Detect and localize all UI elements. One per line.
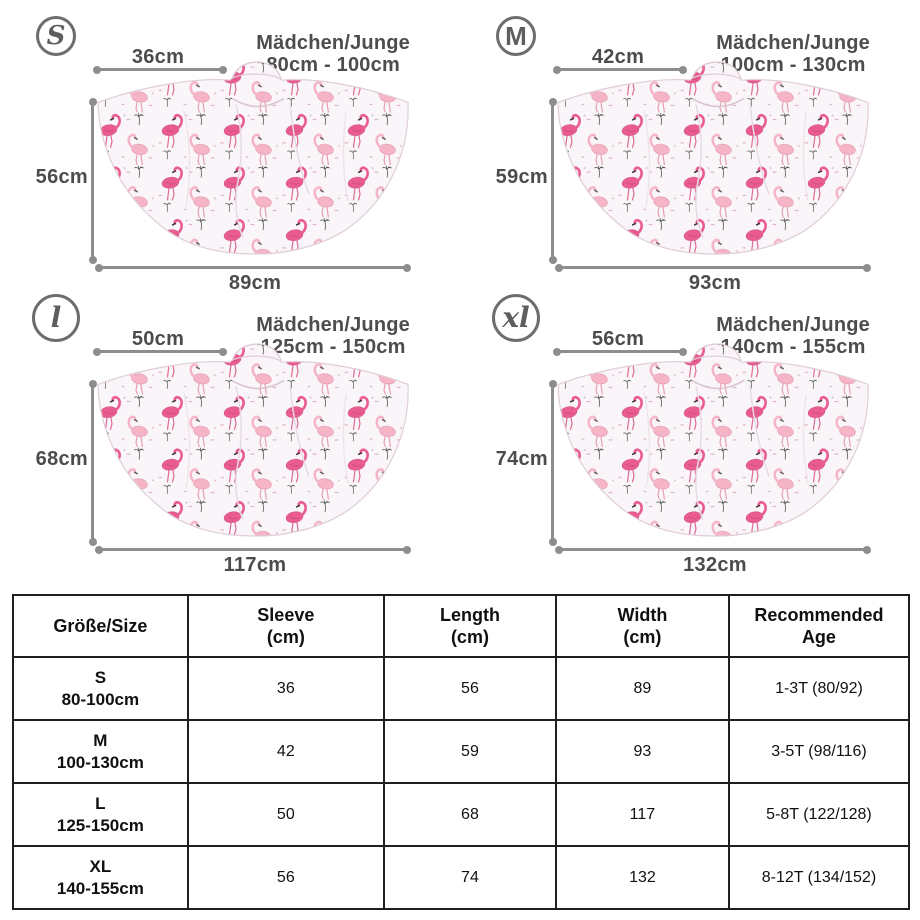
width-dimension-line — [555, 545, 871, 554]
table-row: XL 140-155cm 56 74 132 8-12T (134/152) — [12, 845, 911, 910]
gender-size-label: Mädchen/Junge 80cm - 100cm — [256, 32, 410, 76]
width-dimension-line — [555, 263, 871, 272]
cell-width: 117 — [554, 782, 730, 847]
sleeve-dimension-line — [93, 65, 227, 74]
length-dimension-line — [88, 98, 97, 264]
sleeve-dimension-line — [553, 347, 687, 356]
poncho-illustration — [97, 343, 409, 537]
cell-age: 8-12T (134/152) — [727, 845, 911, 910]
gender-label: Mädchen/Junge — [256, 314, 410, 336]
col-header-width: Width (cm) — [554, 594, 730, 658]
height-range-label: 125cm - 150cm — [260, 336, 406, 358]
col-header-length: Length (cm) — [382, 594, 557, 658]
col-header-age: Recommended Age — [727, 594, 911, 658]
length-dimension-line — [548, 98, 557, 264]
sleeve-measurement-label: 50cm — [131, 328, 185, 350]
cell-sleeve: 50 — [186, 782, 385, 847]
width-measurement-label: 89cm — [228, 272, 282, 294]
width-measurement-label: 132cm — [683, 554, 747, 576]
size-badge-s: S — [36, 16, 76, 56]
width-dimension-line — [95, 545, 411, 554]
cell-sleeve: 36 — [186, 656, 385, 721]
poncho-illustration — [557, 343, 869, 537]
sleeve-measurement-label: 36cm — [131, 46, 185, 68]
width-measurement-label: 117cm — [223, 554, 287, 576]
cell-length: 56 — [382, 656, 557, 721]
sleeve-dimension-line — [553, 65, 687, 74]
cell-length: 74 — [382, 845, 557, 910]
size-badge-xl: xl — [492, 294, 540, 342]
gender-size-label: Mädchen/Junge 140cm - 155cm — [716, 314, 870, 358]
cell-width: 93 — [554, 719, 730, 784]
cell-width: 89 — [554, 656, 730, 721]
width-dimension-line — [95, 263, 411, 272]
table-header-row: Größe/Size Sleeve (cm) Length (cm) Width (c… — [12, 594, 911, 658]
table-row: L 125-150cm 50 68 117 5-8T (122/128) — [12, 782, 911, 847]
cell-width: 132 — [554, 845, 730, 910]
cell-length: 68 — [382, 782, 557, 847]
cell-length: 59 — [382, 719, 557, 784]
size-table: Größe/Size Sleeve (cm) Length (cm) Width (c… — [12, 594, 911, 910]
gender-size-label: Mädchen/Junge 100cm - 130cm — [716, 32, 870, 76]
size-diagram-xl: xl Mädchen/Junge 140cm - 155cm 56cm 74cm… — [460, 282, 920, 582]
length-measurement-label: 68cm — [35, 448, 88, 470]
poncho-illustration — [97, 61, 409, 255]
height-range-label: 100cm - 130cm — [720, 54, 866, 76]
size-badge-m: M — [496, 16, 536, 56]
size-badge-l: l — [32, 294, 80, 342]
poncho-illustration — [557, 61, 869, 255]
sleeve-dimension-line — [93, 347, 227, 356]
length-measurement-label: 59cm — [495, 166, 548, 188]
cell-age: 1-3T (80/92) — [727, 656, 911, 721]
gender-label: Mädchen/Junge — [716, 314, 870, 336]
gender-label: Mädchen/Junge — [716, 32, 870, 54]
cell-size: M 100-130cm — [12, 719, 189, 784]
size-diagram-m: M Mädchen/Junge 100cm - 130cm 42cm 59cm … — [460, 0, 920, 300]
width-measurement-label: 93cm — [688, 272, 742, 294]
cell-sleeve: 56 — [186, 845, 385, 910]
col-header-sleeve: Sleeve (cm) — [186, 594, 385, 658]
length-measurement-label: 74cm — [495, 448, 548, 470]
table-row: S 80-100cm 36 56 89 1-3T (80/92) — [12, 656, 911, 721]
size-diagram-s: S Mädchen/Junge 80cm - 100cm 36cm 56cm 8… — [0, 0, 460, 300]
length-dimension-line — [88, 380, 97, 546]
gender-size-label: Mädchen/Junge 125cm - 150cm — [256, 314, 410, 358]
gender-label: Mädchen/Junge — [256, 32, 410, 54]
length-dimension-line — [548, 380, 557, 546]
col-header-size: Größe/Size — [12, 594, 189, 658]
sleeve-measurement-label: 56cm — [591, 328, 645, 350]
cell-size: S 80-100cm — [12, 656, 189, 721]
length-measurement-label: 56cm — [35, 166, 88, 188]
table-row: M 100-130cm 42 59 93 3-5T (98/116) — [12, 719, 911, 784]
cell-age: 3-5T (98/116) — [727, 719, 911, 784]
sleeve-measurement-label: 42cm — [591, 46, 645, 68]
cell-age: 5-8T (122/128) — [727, 782, 911, 847]
height-range-label: 140cm - 155cm — [720, 336, 866, 358]
cell-size: XL 140-155cm — [12, 845, 189, 910]
cell-sleeve: 42 — [186, 719, 385, 784]
height-range-label: 80cm - 100cm — [266, 54, 400, 76]
cell-size: L 125-150cm — [12, 782, 189, 847]
size-diagram-l: l Mädchen/Junge 125cm - 150cm 50cm 68cm … — [0, 282, 460, 582]
